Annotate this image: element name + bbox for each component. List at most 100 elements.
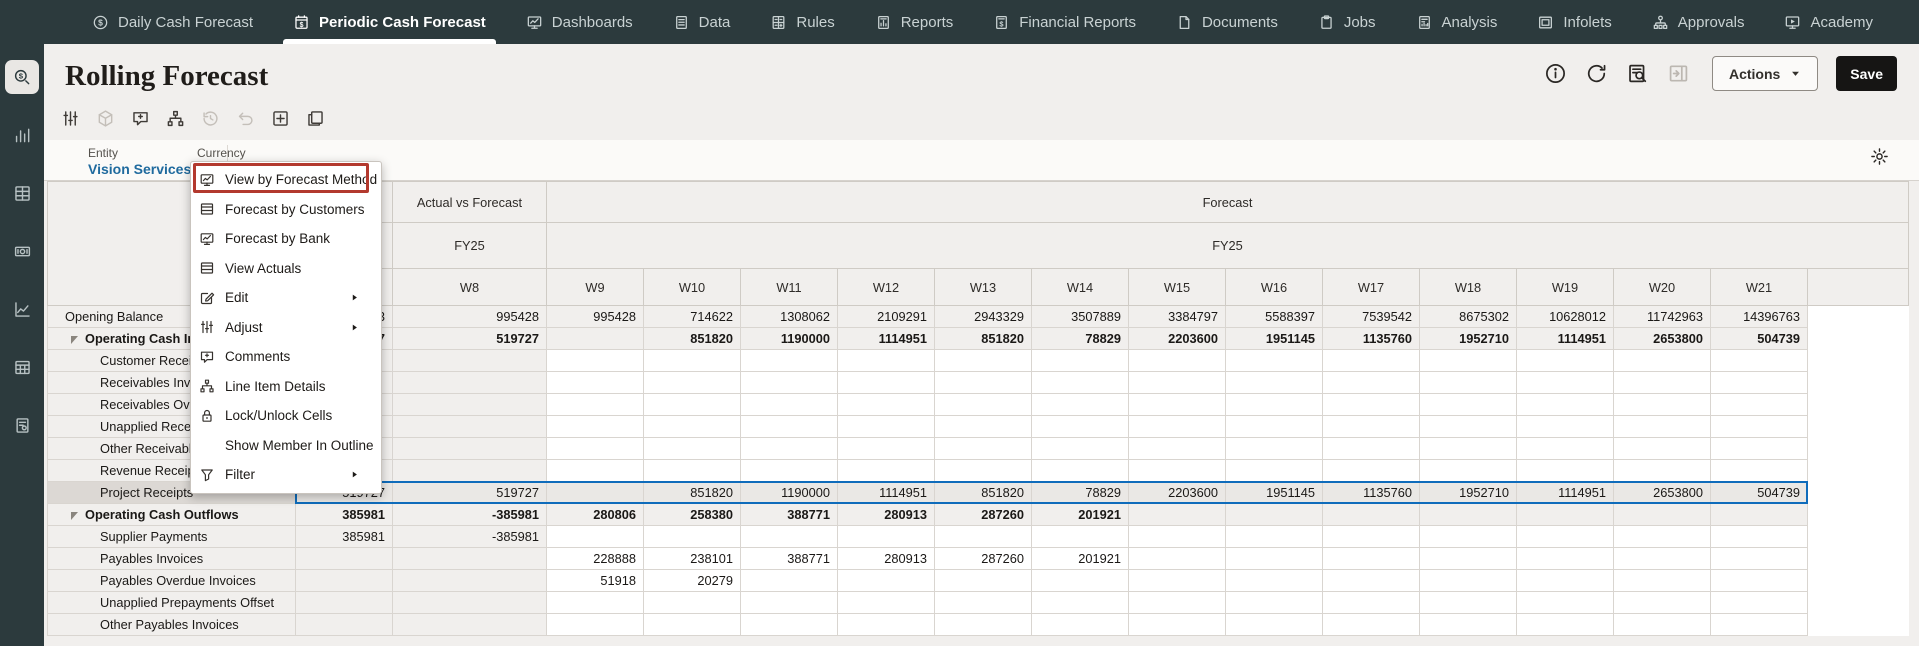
- grid-cell[interactable]: [1031, 459, 1129, 482]
- column-header-forecast[interactable]: Forecast: [546, 181, 1909, 223]
- sidebar-item-money-icon[interactable]: [5, 234, 39, 268]
- grid-cell[interactable]: 2653800: [1613, 327, 1711, 350]
- grid-cell[interactable]: 851820: [643, 481, 741, 504]
- grid-cell[interactable]: [837, 459, 935, 482]
- grid-cell[interactable]: [1225, 503, 1323, 526]
- grid-cell[interactable]: 1114951: [1516, 327, 1614, 350]
- nav-item-daily-cash-forecast[interactable]: $ Daily Cash Forecast: [92, 0, 253, 44]
- grid-cell[interactable]: 714622: [643, 305, 741, 328]
- grid-cell[interactable]: [546, 613, 644, 636]
- grid-cell[interactable]: [837, 569, 935, 592]
- grid-cell[interactable]: 280913: [837, 503, 935, 526]
- grid-cell[interactable]: [392, 547, 547, 570]
- grid-cell[interactable]: 1190000: [740, 327, 838, 350]
- grid-cell[interactable]: 228888: [546, 547, 644, 570]
- grid-cell[interactable]: [1710, 393, 1808, 416]
- grid-cell[interactable]: [1225, 393, 1323, 416]
- grid-cell[interactable]: [1613, 393, 1711, 416]
- grid-cell[interactable]: [643, 393, 741, 416]
- grid-cell[interactable]: [643, 459, 741, 482]
- grid-cell[interactable]: [295, 613, 393, 636]
- grid-tool-button[interactable]: [268, 106, 292, 130]
- grid-cell[interactable]: [1613, 349, 1711, 372]
- grid-cell[interactable]: [643, 525, 741, 548]
- actions-button[interactable]: Actions: [1711, 56, 1819, 91]
- grid-cell[interactable]: [1516, 437, 1614, 460]
- sidebar-item-bar-chart-icon[interactable]: [5, 118, 39, 152]
- grid-cell[interactable]: [1419, 437, 1517, 460]
- grid-cell[interactable]: [1031, 349, 1129, 372]
- grid-cell[interactable]: [1516, 349, 1614, 372]
- grid-cell[interactable]: 10628012: [1516, 305, 1614, 328]
- grid-cell[interactable]: [1613, 525, 1711, 548]
- menu-item-view-by-forecast-method[interactable]: View by Forecast Method: [191, 165, 381, 195]
- comment-add-tool-button[interactable]: [128, 106, 152, 130]
- grid-cell[interactable]: [1225, 349, 1323, 372]
- grid-cell[interactable]: [1031, 393, 1129, 416]
- grid-cell[interactable]: [1419, 569, 1517, 592]
- menu-item-filter[interactable]: Filter: [191, 460, 381, 490]
- grid-cell[interactable]: [740, 525, 838, 548]
- week-header-w8[interactable]: W8: [392, 268, 547, 306]
- grid-cell[interactable]: [1128, 437, 1226, 460]
- grid-cell[interactable]: [1322, 569, 1420, 592]
- grid-cell[interactable]: [1613, 371, 1711, 394]
- grid-cell[interactable]: [643, 349, 741, 372]
- grid-cell[interactable]: [1710, 459, 1808, 482]
- grid-cell[interactable]: [1710, 371, 1808, 394]
- grid-cell[interactable]: 1952710: [1419, 481, 1517, 504]
- grid-cell[interactable]: 201921: [1031, 547, 1129, 570]
- grid-cell[interactable]: [643, 437, 741, 460]
- grid-cell[interactable]: [1613, 547, 1711, 570]
- grid-cell[interactable]: 51918: [546, 569, 644, 592]
- grid-cell[interactable]: 519727: [392, 481, 547, 504]
- grid-cell[interactable]: [1128, 393, 1226, 416]
- nav-item-financial-reports[interactable]: $ Financial Reports: [993, 0, 1136, 44]
- grid-cell[interactable]: [1128, 349, 1226, 372]
- grid-cell[interactable]: [1516, 613, 1614, 636]
- nav-item-rules[interactable]: Rules: [770, 0, 835, 44]
- week-header-w14[interactable]: W14: [1031, 268, 1129, 306]
- grid-cell[interactable]: 1308062: [740, 305, 838, 328]
- nav-item-reports[interactable]: Reports: [875, 0, 953, 44]
- layout-tool-button[interactable]: [303, 106, 327, 130]
- grid-cell[interactable]: 504739: [1710, 327, 1808, 350]
- week-header-w10[interactable]: W10: [643, 268, 741, 306]
- grid-cell[interactable]: [1322, 613, 1420, 636]
- pov-entity-value[interactable]: Vision Services: [88, 161, 192, 177]
- grid-cell[interactable]: [1516, 591, 1614, 614]
- grid-cell[interactable]: [295, 547, 393, 570]
- grid-cell[interactable]: [740, 349, 838, 372]
- grid-cell[interactable]: [837, 393, 935, 416]
- grid-cell[interactable]: [1322, 415, 1420, 438]
- grid-cell[interactable]: [1710, 503, 1808, 526]
- grid-cell[interactable]: 8675302: [1419, 305, 1517, 328]
- grid-cell[interactable]: [546, 393, 644, 416]
- grid-cell[interactable]: [1322, 393, 1420, 416]
- grid-cell[interactable]: [837, 371, 935, 394]
- grid-cell[interactable]: [1225, 459, 1323, 482]
- sidebar-item-trend-chart-icon[interactable]: [5, 292, 39, 326]
- grid-cell[interactable]: [1225, 547, 1323, 570]
- nav-item-infolets[interactable]: Infolets: [1537, 0, 1612, 44]
- grid-cell[interactable]: [1419, 371, 1517, 394]
- refresh-button[interactable]: [1585, 62, 1608, 85]
- grid-cell[interactable]: [1516, 503, 1614, 526]
- week-header-w20[interactable]: W20: [1613, 268, 1711, 306]
- grid-cell[interactable]: [1710, 437, 1808, 460]
- grid-cell[interactable]: [934, 525, 1032, 548]
- grid-cell[interactable]: [837, 591, 935, 614]
- grid-cell[interactable]: [1516, 371, 1614, 394]
- grid-cell[interactable]: [1419, 613, 1517, 636]
- grid-cell[interactable]: [392, 613, 547, 636]
- grid-cell[interactable]: [1613, 437, 1711, 460]
- sidebar-item-data-grid-icon[interactable]: [5, 176, 39, 210]
- grid-cell[interactable]: [1031, 437, 1129, 460]
- grid-cell[interactable]: [392, 349, 547, 372]
- grid-cell[interactable]: [1128, 525, 1226, 548]
- list-search-button[interactable]: [1626, 62, 1649, 85]
- grid-cell[interactable]: [740, 569, 838, 592]
- grid-cell[interactable]: [546, 415, 644, 438]
- grid-cell[interactable]: [1128, 415, 1226, 438]
- grid-cell[interactable]: 1114951: [837, 327, 935, 350]
